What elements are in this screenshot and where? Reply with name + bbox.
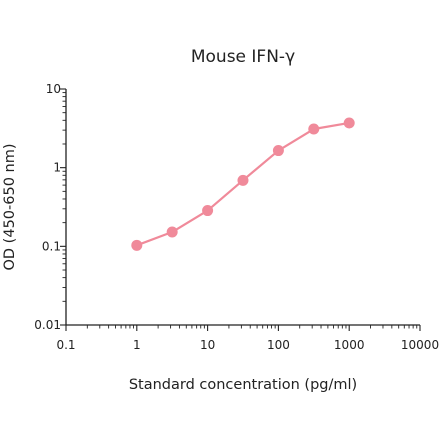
x-tick-label: 10000 [401, 338, 439, 352]
data-point [131, 239, 143, 251]
x-tick-label: 0.1 [56, 338, 75, 352]
axes: 0.1 1 10 100 1000 10000 0.01 0.1 1 10 [34, 82, 439, 352]
data-point [272, 145, 284, 157]
x-tick-label: 10 [200, 338, 215, 352]
x-tick-label: 100 [267, 338, 290, 352]
data-point [202, 205, 214, 217]
data-point [237, 174, 249, 186]
y-tick-label: 0.1 [42, 239, 61, 253]
y-tick-label: 1 [53, 161, 61, 175]
data-point [343, 117, 355, 129]
y-tick-label: 10 [46, 82, 61, 96]
x-axis-label: Standard concentration (pg/ml) [129, 377, 357, 393]
x-tick-label: 1 [133, 338, 141, 352]
y-tick-label: 0.01 [34, 318, 61, 332]
y-axis-label: OD (450-650 nm) [2, 143, 18, 270]
x-tick-label: 1000 [334, 338, 365, 352]
data-point [308, 123, 320, 135]
data-point [166, 226, 178, 238]
data-marks [131, 117, 355, 251]
chart-title: Mouse IFN-γ [191, 47, 295, 67]
